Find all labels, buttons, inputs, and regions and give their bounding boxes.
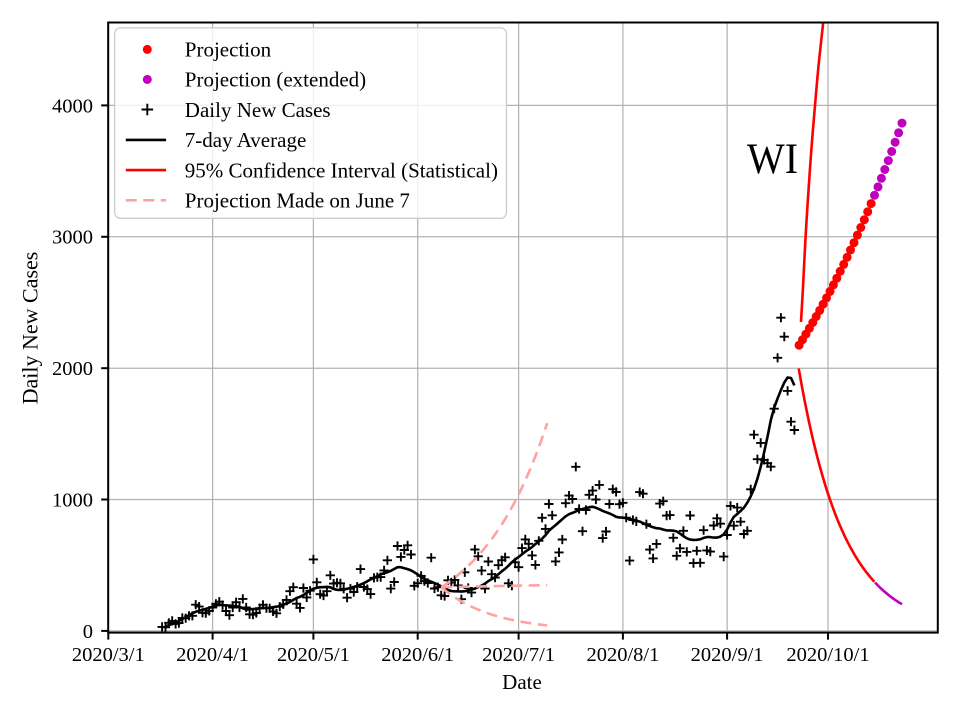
svg-text:Projection: Projection — [185, 38, 272, 62]
svg-text:2020/5/1: 2020/5/1 — [277, 644, 350, 666]
svg-text:Date: Date — [502, 670, 542, 694]
svg-text:4000: 4000 — [52, 95, 93, 117]
svg-text:WI: WI — [747, 136, 798, 183]
svg-text:2020/6/1: 2020/6/1 — [381, 644, 454, 666]
svg-text:2000: 2000 — [52, 358, 93, 380]
svg-text:2020/10/1: 2020/10/1 — [786, 644, 869, 666]
svg-text:2020/8/1: 2020/8/1 — [586, 644, 659, 666]
svg-text:Projection (extended): Projection (extended) — [185, 68, 366, 92]
svg-text:Daily New Cases: Daily New Cases — [18, 252, 43, 405]
svg-text:2020/7/1: 2020/7/1 — [482, 644, 555, 666]
svg-text:Projection Made on June 7: Projection Made on June 7 — [185, 189, 410, 213]
svg-text:2020/3/1: 2020/3/1 — [72, 644, 145, 666]
svg-text:2020/4/1: 2020/4/1 — [176, 644, 249, 666]
svg-text:Daily New Cases: Daily New Cases — [185, 98, 331, 122]
svg-text:2020/9/1: 2020/9/1 — [691, 644, 764, 666]
svg-text:1000: 1000 — [52, 489, 93, 511]
svg-text:0: 0 — [83, 621, 93, 643]
svg-text:3000: 3000 — [52, 227, 93, 249]
svg-text:95% Confidence Interval (Stati: 95% Confidence Interval (Statistical) — [185, 158, 498, 182]
svg-text:7-day Average: 7-day Average — [185, 128, 306, 152]
